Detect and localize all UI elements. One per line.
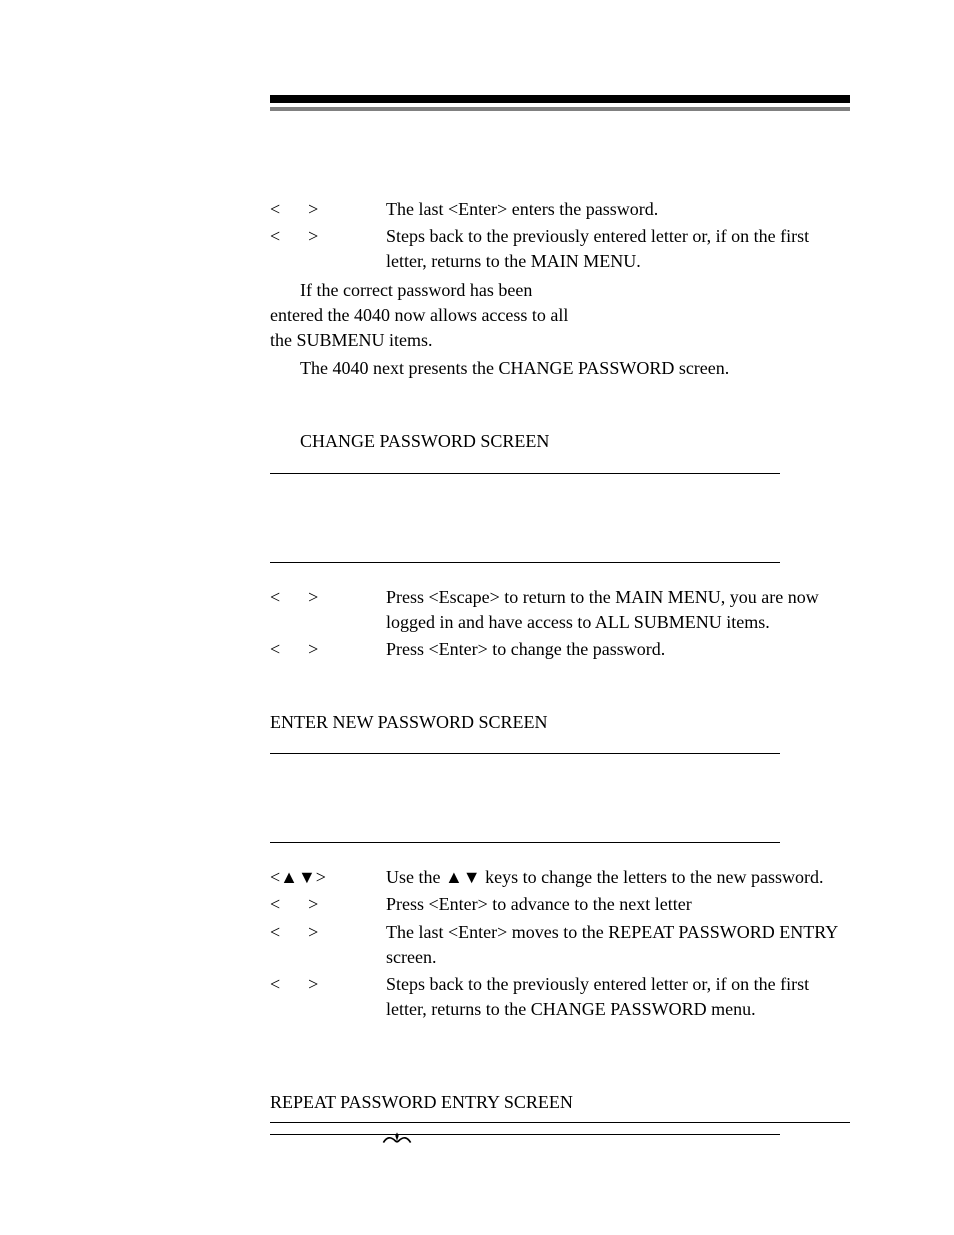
key-notation: < >	[270, 920, 386, 970]
key-notation: < >	[270, 892, 386, 917]
key-row: < > The last <Enter> enters the password…	[270, 197, 850, 222]
bracket-right: >	[308, 197, 318, 222]
footer-logo-icon	[380, 1130, 414, 1150]
screen-body-gap	[270, 474, 850, 544]
header-rule-grey	[270, 107, 850, 111]
paragraph: If the correct password has been entered…	[0, 278, 580, 354]
key-notation: < >	[270, 585, 386, 635]
key-description: Press <Enter> to advance to the next let…	[386, 892, 850, 917]
key-row: < > Press <Escape> to return to the MAIN…	[270, 585, 850, 635]
bracket-right: >	[308, 920, 318, 970]
bracket-right: >	[308, 637, 318, 662]
screen-top-rule	[270, 1134, 780, 1135]
footer-rule	[270, 1122, 850, 1123]
key-row: < > The last <Enter> moves to the REPEAT…	[270, 920, 850, 970]
bracket-left: <	[270, 892, 280, 917]
bracket-left: <	[270, 920, 280, 970]
heading-enter-new-password: ENTER NEW PASSWORD SCREEN	[270, 710, 850, 735]
paragraph: The 4040 next presents the CHANGE PASSWO…	[270, 356, 850, 381]
bracket-right: >	[308, 892, 318, 917]
key-notation-arrows: <▲▼>	[270, 865, 386, 890]
bracket-right: >	[308, 224, 318, 274]
bracket-left: <	[270, 224, 280, 274]
key-row: < > Steps back to the previously entered…	[270, 972, 850, 1022]
paragraph-text: If the correct password has been entered…	[270, 280, 568, 350]
bracket-left: <	[270, 197, 280, 222]
bracket-right: >	[308, 585, 318, 635]
page-content: < > The last <Enter> enters the password…	[270, 95, 850, 1135]
screen-body-gap	[270, 754, 850, 824]
heading-change-password: CHANGE PASSWORD SCREEN	[300, 429, 850, 454]
key-description: The last <Enter> moves to the REPEAT PAS…	[386, 920, 850, 970]
key-notation: < >	[270, 197, 386, 222]
key-row: < > Steps back to the previously entered…	[270, 224, 850, 274]
key-description: Steps back to the previously entered let…	[386, 224, 850, 274]
arrow-keys-label: <▲▼>	[270, 865, 326, 890]
heading-repeat-password: REPEAT PASSWORD ENTRY SCREEN	[270, 1090, 850, 1115]
bracket-left: <	[270, 585, 280, 635]
key-description: Press <Enter> to change the password.	[386, 637, 850, 662]
key-row: < > Press <Enter> to change the password…	[270, 637, 850, 662]
key-row: < > Press <Enter> to advance to the next…	[270, 892, 850, 917]
key-description: Press <Escape> to return to the MAIN MEN…	[386, 585, 850, 635]
header-rule-black	[270, 95, 850, 103]
bracket-left: <	[270, 972, 280, 1022]
key-notation: < >	[270, 972, 386, 1022]
bracket-left: <	[270, 637, 280, 662]
key-description: Steps back to the previously entered let…	[386, 972, 850, 1022]
key-description: Use the ▲▼ keys to change the letters to…	[386, 865, 850, 890]
key-notation: < >	[270, 637, 386, 662]
key-row: <▲▼> Use the ▲▼ keys to change the lette…	[270, 865, 850, 890]
key-description: The last <Enter> enters the password.	[386, 197, 850, 222]
bracket-right: >	[308, 972, 318, 1022]
key-notation: < >	[270, 224, 386, 274]
